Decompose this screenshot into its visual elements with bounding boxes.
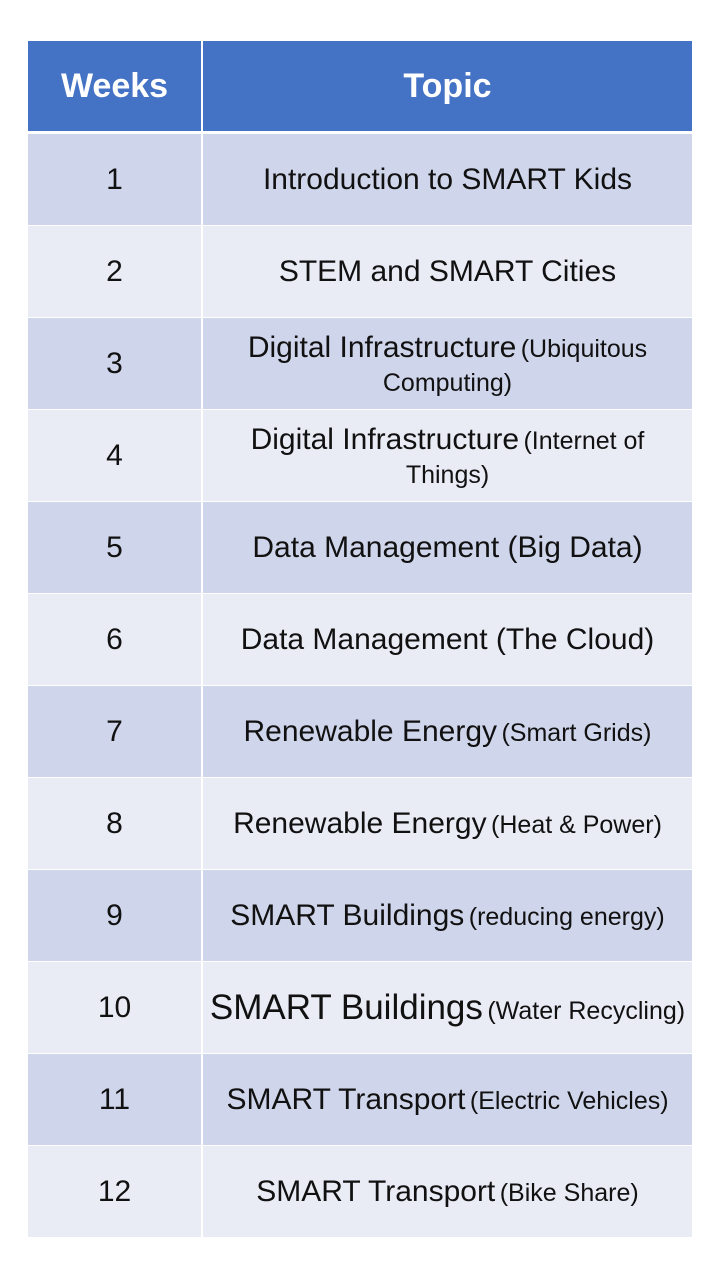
table-row: 11 SMART Transport (Electric Vehicles) bbox=[28, 1053, 692, 1146]
topic-detail: (Electric Vehicles) bbox=[469, 1087, 669, 1115]
table-row: 9 SMART Buildings (reducing energy) bbox=[28, 869, 692, 962]
topic-title: SMART Buildings bbox=[230, 899, 465, 932]
week-number-cell: 7 bbox=[28, 685, 202, 778]
week-number-cell: 6 bbox=[28, 593, 202, 686]
topic-cell: SMART Transport (Electric Vehicles) bbox=[201, 1053, 692, 1146]
week-number-cell: 12 bbox=[28, 1145, 202, 1237]
topic-detail: (Heat & Power) bbox=[491, 811, 662, 839]
week-number-cell: 9 bbox=[28, 869, 202, 962]
topic-cell: Digital Infrastructure (Internet of Thin… bbox=[201, 409, 692, 502]
topic-cell: Renewable Energy (Smart Grids) bbox=[201, 685, 692, 778]
topic-title: Digital Infrastructure bbox=[247, 330, 517, 364]
topic-title: Data Management (Big Data) bbox=[252, 531, 643, 564]
weekly-topics-table: Weeks Topic 1 Introduction to SMART Kids 2… bbox=[28, 41, 692, 1237]
week-number-cell: 10 bbox=[28, 961, 202, 1054]
topic-title: SMART Transport bbox=[226, 1083, 466, 1116]
table-body: 1 Introduction to SMART Kids 2 STEM and SMA… bbox=[28, 132, 692, 1237]
table-row: 10 SMART Buildings (Water Recycling) bbox=[28, 961, 692, 1054]
table-row: 4 Digital Infrastructure (Internet of Thi… bbox=[28, 409, 692, 502]
topic-title: Digital Infrastructure bbox=[250, 422, 520, 456]
topic-column-header: Topic bbox=[201, 41, 692, 134]
weeks-column-header: Weeks bbox=[28, 41, 202, 134]
topic-cell: Data Management (Big Data) bbox=[201, 501, 692, 594]
table-row: 8 Renewable Energy (Heat & Power) bbox=[28, 777, 692, 870]
week-number-cell: 4 bbox=[28, 409, 202, 502]
topic-cell: Renewable Energy (Heat & Power) bbox=[201, 777, 692, 870]
week-number-cell: 1 bbox=[28, 132, 202, 226]
topic-detail: (Smart Grids) bbox=[501, 719, 652, 747]
table-row: 6 Data Management (The Cloud) bbox=[28, 593, 692, 686]
topic-title: Introduction to SMART Kids bbox=[262, 163, 633, 196]
topic-title: SMART Buildings bbox=[209, 987, 483, 1027]
table-row: 7 Renewable Energy (Smart Grids) bbox=[28, 685, 692, 778]
topic-title: Renewable Energy bbox=[243, 715, 498, 748]
table-header-row: Weeks Topic bbox=[28, 41, 692, 134]
topic-detail: (Water Recycling) bbox=[487, 996, 686, 1025]
topic-title: Renewable Energy bbox=[233, 807, 487, 840]
table-row: 3 Digital Infrastructure (Ubiquitous Comp… bbox=[28, 317, 692, 410]
topic-cell: STEM and SMART Cities bbox=[201, 225, 692, 318]
topic-title: SMART Transport bbox=[256, 1175, 496, 1208]
week-number-cell: 11 bbox=[28, 1053, 202, 1146]
topic-detail: (Ubiquitous Computing) bbox=[382, 334, 648, 397]
topic-cell: SMART Buildings (reducing energy) bbox=[201, 869, 692, 962]
topic-cell: SMART Buildings (Water Recycling) bbox=[201, 961, 692, 1054]
topic-detail: (reducing energy) bbox=[468, 903, 665, 931]
week-number-cell: 2 bbox=[28, 225, 202, 318]
topic-cell: SMART Transport (Bike Share) bbox=[201, 1145, 692, 1237]
topic-cell: Data Management (The Cloud) bbox=[201, 593, 692, 686]
table-row: 12 SMART Transport (Bike Share) bbox=[28, 1145, 692, 1237]
topic-title: STEM and SMART Cities bbox=[278, 255, 617, 288]
topic-detail: (Internet of Things) bbox=[405, 426, 645, 489]
topic-detail: (Bike Share) bbox=[499, 1179, 639, 1207]
week-number-cell: 5 bbox=[28, 501, 202, 594]
table-row: 2 STEM and SMART Cities bbox=[28, 225, 692, 318]
week-number-cell: 3 bbox=[28, 317, 202, 410]
table-row: 5 Data Management (Big Data) bbox=[28, 501, 692, 594]
topic-cell: Introduction to SMART Kids bbox=[201, 132, 692, 226]
topic-cell: Digital Infrastructure (Ubiquitous Compu… bbox=[201, 317, 692, 410]
table-row: 1 Introduction to SMART Kids bbox=[28, 132, 692, 226]
week-number-cell: 8 bbox=[28, 777, 202, 870]
topic-title: Data Management (The Cloud) bbox=[240, 623, 655, 656]
